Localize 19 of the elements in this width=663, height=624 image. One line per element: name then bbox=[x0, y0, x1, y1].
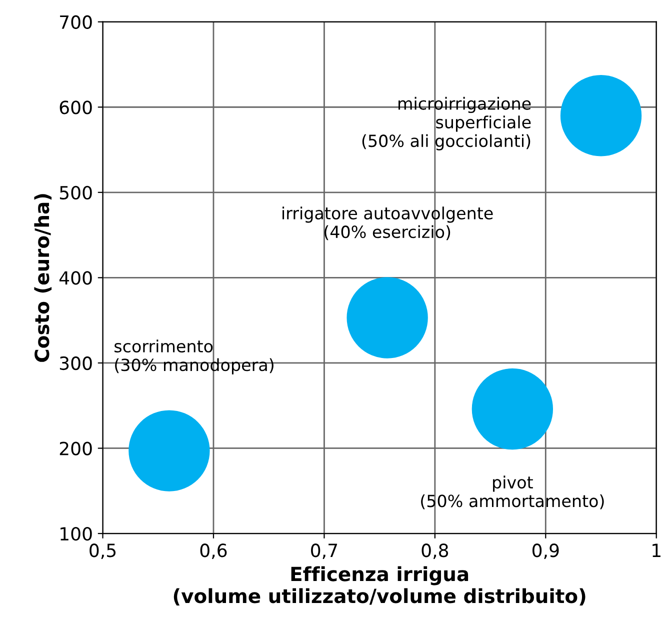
y-tick-label: 700 bbox=[60, 15, 92, 29]
point bbox=[346, 277, 428, 358]
point bbox=[472, 368, 554, 450]
x-tick-label: 0,6 bbox=[200, 544, 227, 560]
x-tick-label: 0,5 bbox=[90, 544, 116, 560]
y-tick-label: 500 bbox=[60, 186, 92, 200]
y-tick-label: 100 bbox=[60, 526, 92, 541]
y-tick-label: 400 bbox=[59, 271, 92, 285]
point bbox=[560, 75, 642, 156]
x-tick-label: 0,9 bbox=[532, 544, 559, 560]
point bbox=[128, 410, 210, 492]
y-tick-label: 300 bbox=[60, 356, 92, 370]
y-axis-title: Costo (euro/ha) bbox=[34, 194, 52, 362]
x-tick-label: 0,7 bbox=[311, 544, 338, 560]
x-tick-label: 1 bbox=[652, 544, 660, 557]
y-tick-label: 600 bbox=[60, 100, 92, 114]
x-tick-label: 0,8 bbox=[422, 544, 448, 560]
x-axis-title: Efficenza irrigua (volume utilizzato/volume distribuito) bbox=[174, 566, 586, 606]
y-tick-label: 200 bbox=[60, 442, 92, 456]
